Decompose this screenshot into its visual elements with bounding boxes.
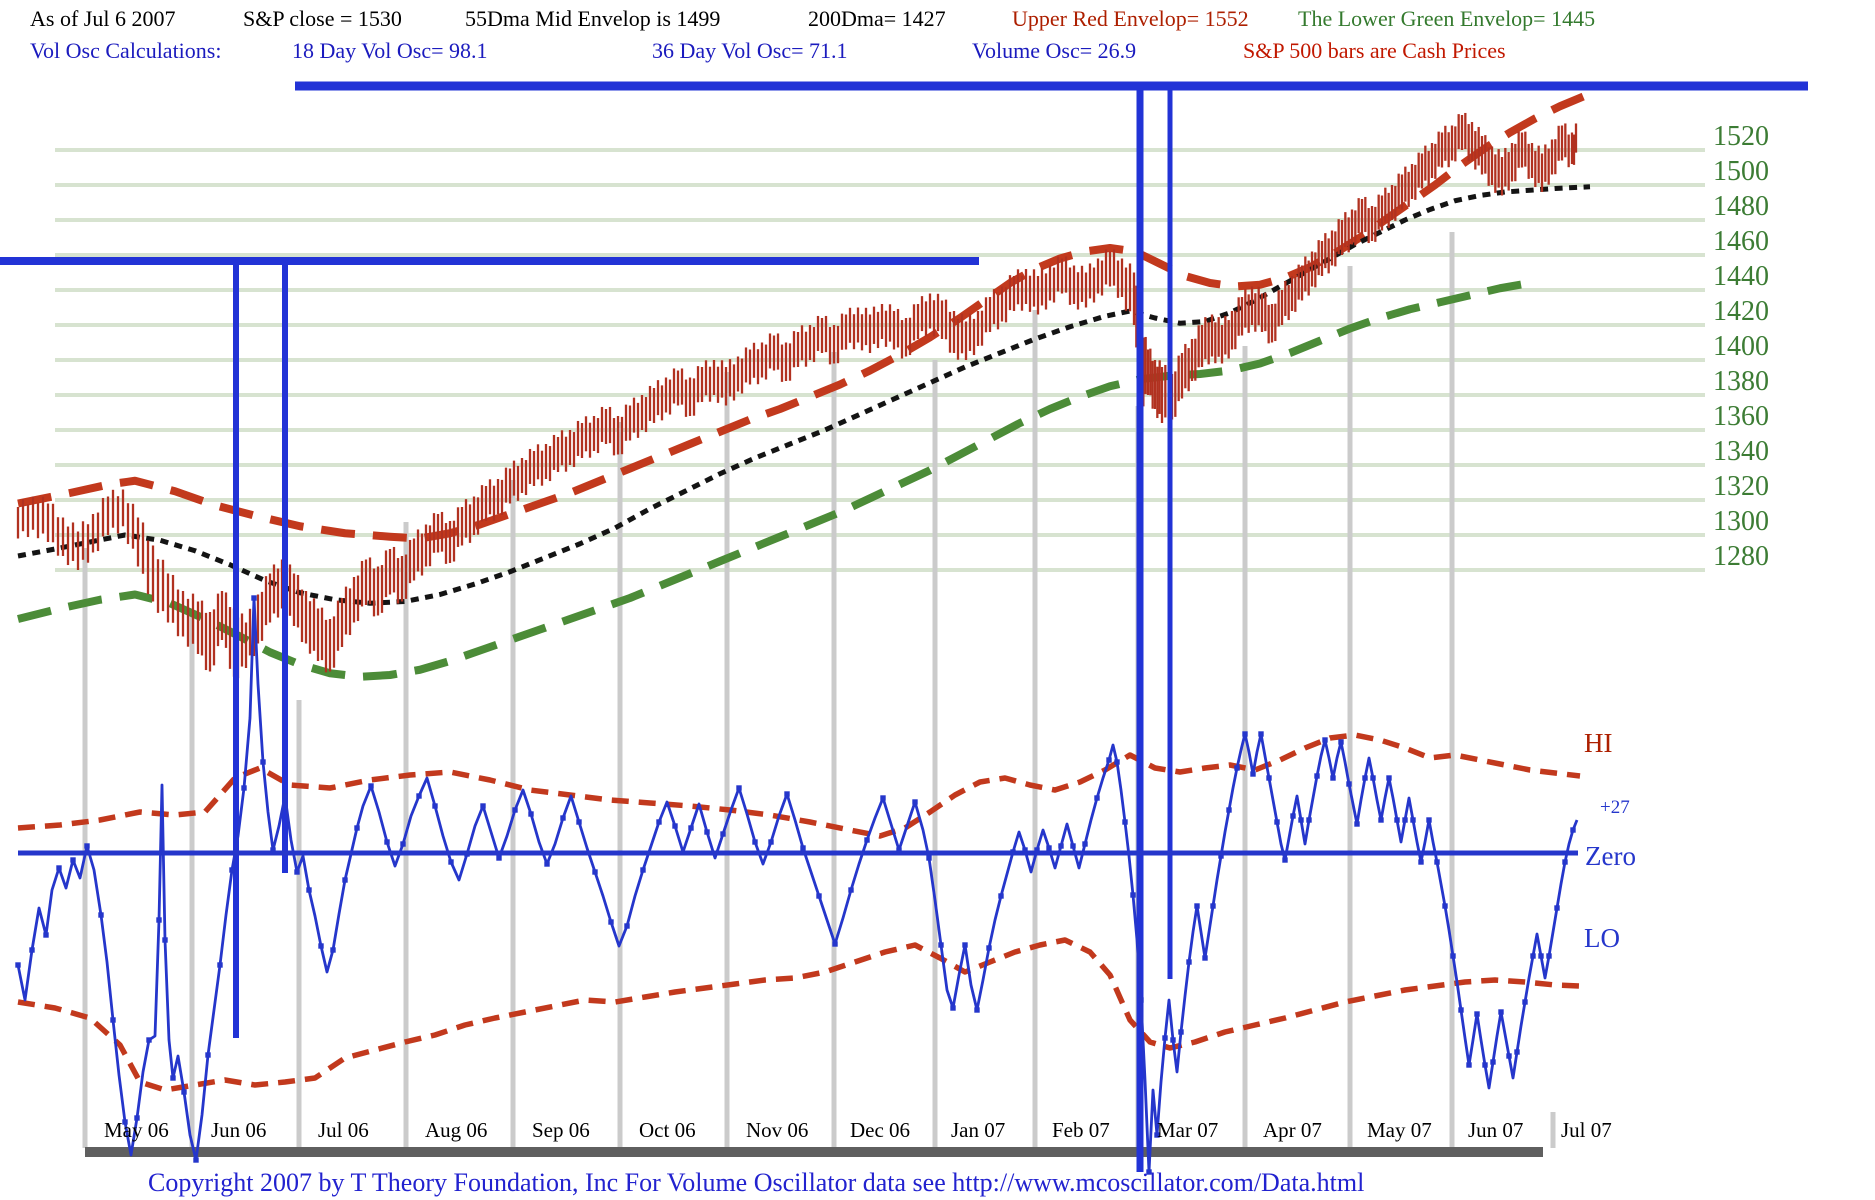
header-stat: Volume Osc= 26.9 <box>972 38 1137 63</box>
month-label: Jan 07 <box>951 1118 1006 1142</box>
header-stat: As of Jul 6 2007 <box>30 6 176 31</box>
month-label: Dec 06 <box>850 1118 911 1142</box>
header-stat: 36 Day Vol Osc= 71.1 <box>652 38 848 63</box>
price-tick-label: 1280 <box>1713 541 1769 572</box>
lo-band-label: LO <box>1584 923 1620 953</box>
header-stat: 55Dma Mid Envelop is 1499 <box>465 6 721 31</box>
oscillator-last-value: +27 <box>1600 797 1630 818</box>
volume-oscillator-markers <box>15 595 1576 1175</box>
month-label: Aug 06 <box>425 1118 488 1142</box>
month-label: Apr 07 <box>1263 1118 1322 1142</box>
month-label: Feb 07 <box>1052 1118 1110 1142</box>
price-tick-label: 1340 <box>1713 436 1769 467</box>
hi-band <box>17 732 1581 839</box>
header-stat: S&P 500 bars are Cash Prices <box>1243 38 1506 63</box>
price-tick-label: 1360 <box>1713 401 1769 432</box>
sp500-bars <box>16 112 1578 679</box>
month-label: Jun 06 <box>211 1118 267 1142</box>
dma-55 <box>17 184 1591 606</box>
month-label: Jul 07 <box>1561 1118 1612 1142</box>
month-label: Sep 06 <box>532 1118 590 1142</box>
month-label: Jul 06 <box>318 1118 369 1142</box>
x-axis-bar <box>85 1147 1543 1157</box>
header-stat: 18 Day Vol Osc= 98.1 <box>292 38 488 63</box>
header-stat: The Lower Green Envelop= 1445 <box>1298 6 1596 31</box>
price-tick-label: 1400 <box>1713 331 1769 362</box>
month-label: May 06 <box>104 1118 169 1142</box>
header-stat: Vol Osc Calculations: <box>30 38 222 63</box>
price-tick-label: 1320 <box>1713 471 1769 502</box>
price-tick-label: 1480 <box>1713 191 1769 222</box>
header-stat: S&P close = 1530 <box>243 6 402 31</box>
header-stat: Upper Red Envelop= 1552 <box>1012 6 1249 31</box>
price-tick-label: 1420 <box>1713 296 1769 327</box>
price-tick-label: 1520 <box>1713 121 1769 152</box>
price-tick-label: 1460 <box>1713 226 1769 257</box>
price-tick-label: 1500 <box>1713 156 1769 187</box>
zero-line-label: Zero <box>1585 841 1636 871</box>
upper-envelope <box>17 92 1587 543</box>
month-label: May 07 <box>1367 1118 1432 1142</box>
month-label: Nov 06 <box>746 1118 809 1142</box>
hi-band-label: HI <box>1584 728 1613 758</box>
price-tick-label: 1440 <box>1713 261 1769 292</box>
lo-band <box>17 937 1581 1093</box>
header-stat: 200Dma= 1427 <box>808 6 946 31</box>
price-tick-label: 1300 <box>1713 506 1769 537</box>
volume-oscillator <box>16 596 1579 1174</box>
price-tick-label: 1380 <box>1713 366 1769 397</box>
copyright-text: Copyright 2007 by T Theory Foundation, I… <box>148 1168 1365 1197</box>
month-label: Jun 07 <box>1468 1118 1524 1142</box>
month-label: Mar 07 <box>1157 1118 1219 1142</box>
month-label: Oct 06 <box>639 1118 696 1142</box>
